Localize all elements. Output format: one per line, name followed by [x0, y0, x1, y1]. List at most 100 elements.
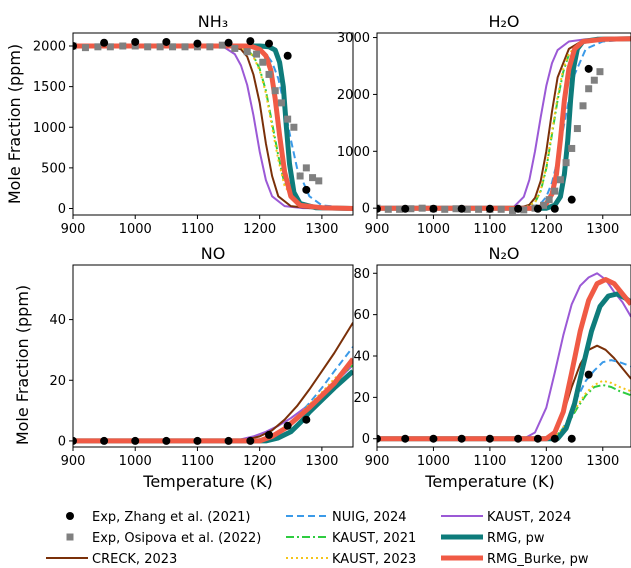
data-point-osipova [441, 205, 449, 213]
data-point-osipova [218, 41, 226, 49]
series-line-rmg-burke-pw [377, 36, 631, 211]
data-point-zhang [302, 415, 311, 424]
series-line-nuig-2024 [73, 45, 353, 210]
x-tick-label: 1300 [586, 222, 619, 237]
x-tick-label: 1300 [305, 222, 338, 237]
panel-title: NH₃ [198, 12, 228, 31]
y-tick-label: 40 [353, 350, 370, 365]
series-line-kaust-2021 [73, 45, 353, 210]
plot-area [377, 272, 631, 443]
data-point-zhang [265, 430, 273, 439]
data-point-osipova [562, 159, 570, 167]
x-tick-label: 900 [61, 222, 86, 237]
data-point-osipova [452, 205, 460, 213]
legend-item: KAUST, 2024 [441, 510, 571, 525]
data-point-osipova [463, 205, 471, 213]
x-tick-label: 900 [365, 454, 390, 469]
data-point-zhang [131, 436, 140, 445]
x-tick-label: 1100 [473, 454, 506, 469]
data-point-osipova [296, 172, 304, 180]
data-point-osipova [556, 176, 564, 184]
data-point-zhang [457, 204, 466, 213]
x-axis-label-right: Temperature (K) [424, 472, 554, 491]
series-line-rmg-pw [73, 43, 353, 211]
data-point-osipova [277, 99, 285, 107]
data-point-zhang [533, 204, 542, 213]
data-point-osipova [475, 205, 483, 213]
data-point-zhang [162, 436, 171, 445]
data-point-zhang [550, 434, 559, 443]
data-point-osipova [418, 204, 426, 212]
chart-panel-1: H₂O 900 1000 1100 1200 1300 0 1000 2000 3000 [337, 12, 631, 237]
series-line-kaust-2023 [377, 37, 631, 210]
data-point-osipova [94, 43, 102, 51]
data-point-zhang [100, 38, 109, 47]
data-point-zhang [162, 37, 171, 46]
y-tick-label: 0 [362, 202, 370, 217]
data-point-osipova [309, 174, 317, 182]
legend-label: Exp, Osipova et al. (2022) [92, 531, 261, 546]
data-point-zhang [429, 204, 438, 213]
data-point-osipova [585, 85, 593, 93]
series-line-kaust-2024 [377, 37, 631, 210]
series-line-rmg-burke-pw [377, 277, 631, 442]
series-line-kaust-2021 [377, 384, 631, 440]
data-point-zhang [73, 42, 77, 50]
data-point-zhang [283, 51, 292, 60]
y-tick-label: 3000 [337, 31, 370, 46]
data-point-zhang [246, 37, 255, 46]
legend-item: KAUST, 2021 [286, 531, 416, 546]
data-point-osipova [551, 187, 559, 195]
data-point-osipova [206, 43, 214, 51]
data-point-osipova [106, 43, 114, 51]
data-point-zhang [401, 434, 410, 443]
x-tick-label: 1100 [473, 222, 506, 237]
data-point-zhang [131, 37, 140, 46]
x-tick-label: 900 [365, 222, 390, 237]
chart-panel-3: N₂O 900 1000 1100 1200 1300 0 20 40 60 80 [353, 244, 631, 469]
data-point-osipova [243, 48, 251, 56]
legend-label: KAUST, 2023 [332, 552, 416, 567]
data-point-zhang [193, 39, 202, 48]
data-point-zhang [224, 38, 233, 47]
data-point-osipova [396, 205, 404, 213]
data-point-osipova [315, 177, 323, 185]
x-tick-label: 1100 [181, 222, 214, 237]
y-tick-label: 1000 [33, 121, 66, 136]
data-point-osipova [181, 43, 189, 51]
panel-title: H₂O [488, 12, 519, 31]
series-line-creck-2023 [377, 344, 631, 440]
data-point-osipova [253, 50, 261, 58]
x-tick-label: 1000 [417, 454, 450, 469]
data-point-zhang [550, 204, 559, 213]
legend: Exp, Zhang et al. (2021) Exp, Osipova et … [46, 510, 589, 567]
data-point-zhang [377, 204, 381, 213]
data-point-zhang [429, 434, 438, 443]
panel-title: NO [201, 244, 226, 263]
series-line-kaust-2021 [377, 37, 631, 210]
series-line-nuig-2024 [377, 38, 631, 210]
x-tick-label: 900 [61, 454, 86, 469]
data-point-zhang [567, 195, 576, 204]
data-point-osipova [573, 125, 581, 133]
series-line-nuig-2024 [377, 359, 631, 440]
data-point-osipova [284, 115, 292, 123]
series-line-rmg-pw [377, 291, 631, 442]
series-line-rmg-burke-pw [73, 43, 353, 211]
data-point-osipova [290, 123, 298, 131]
y-axis-label-top: Mole Fraction (ppm) [5, 44, 24, 204]
data-point-osipova [265, 70, 273, 78]
legend-label: KAUST, 2024 [487, 510, 571, 525]
chart-panel-0: NH₃ 900 1000 1100 1200 1300 0 500 1000 1500 2000 [33, 12, 354, 237]
plot-frame [72, 264, 354, 448]
plot-frame [376, 32, 631, 216]
y-tick-label: 1000 [337, 145, 370, 160]
legend-item: RMG_Burke, pw [441, 552, 589, 567]
legend-label: Exp, Zhang et al. (2021) [92, 510, 250, 525]
chart-panel-2: NO 900 1000 1100 1200 1300 0 20 40 [49, 244, 354, 469]
legend-label: RMG_Burke, pw [487, 552, 589, 567]
series-line-rmg-pw [377, 36, 631, 211]
data-point-osipova [497, 205, 505, 213]
y-tick-label: 500 [41, 161, 66, 176]
data-point-osipova [144, 43, 152, 51]
